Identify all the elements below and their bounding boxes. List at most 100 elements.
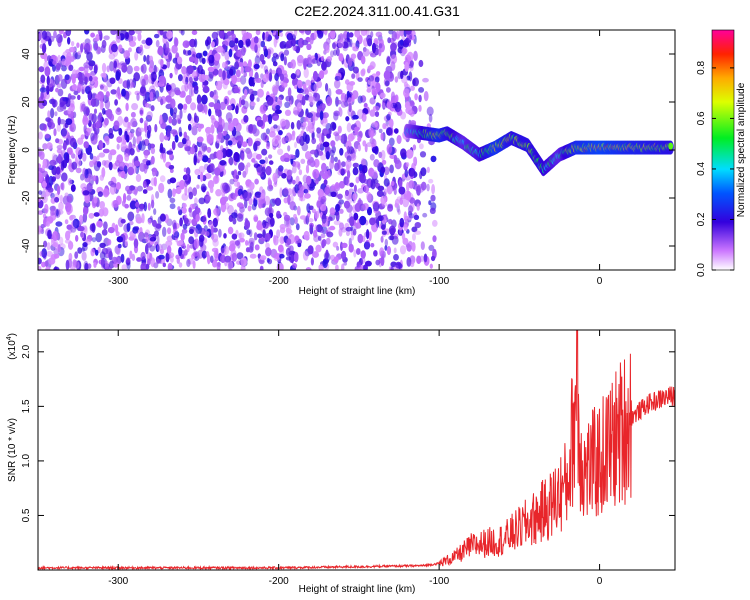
spectrogram-cell: [352, 193, 357, 201]
spectrogram-cell: [236, 252, 244, 260]
spectrogram-cell: [142, 189, 148, 194]
spectrogram-cell: [250, 101, 256, 107]
spectrogram-cell: [226, 31, 233, 36]
spectrogram-cell: [279, 227, 286, 234]
spectrogram-cell: [52, 231, 59, 241]
spectrogram-cell: [368, 75, 375, 82]
spectrogram-cell: [419, 143, 424, 150]
spectrogram-cell: [159, 213, 166, 222]
spectrogram-cell: [57, 153, 62, 165]
spectrogram-cell: [77, 50, 82, 56]
spectrogram-cell: [363, 102, 368, 108]
spectrogram-cell: [125, 102, 129, 112]
spectrogram-cell: [432, 235, 437, 243]
spectrogram-cell: [284, 109, 292, 117]
spectrogram-cell: [149, 143, 155, 149]
spectrogram-cell: [414, 93, 418, 101]
spectrogram-cell: [227, 260, 234, 270]
spectrogram-cell: [188, 191, 194, 200]
spectrogram-cell: [70, 184, 76, 192]
spectrogram-cell: [191, 71, 198, 78]
spectrogram-cell: [45, 221, 51, 227]
spectrogram-cell: [329, 159, 334, 170]
spectrogram-cell: [349, 182, 354, 188]
spectrogram-cell: [260, 40, 266, 48]
spectrogram-cell: [259, 104, 267, 115]
spectrogram-cell: [428, 200, 432, 206]
spectrogram-cell: [280, 53, 285, 62]
spectrogram-cell: [165, 95, 172, 103]
spectrogram-cell: [70, 41, 75, 47]
spectrogram-cell: [58, 201, 64, 211]
spectrogram-cell: [304, 30, 312, 36]
spectrogram-cell: [235, 69, 241, 78]
spectrogram-cell: [224, 98, 228, 105]
spectrogram-cell: [256, 88, 264, 98]
spectrogram-cell: [77, 94, 81, 100]
spectrogram-cell: [158, 75, 166, 84]
spectrogram-cell: [68, 64, 74, 72]
spectrogram-cell: [65, 202, 72, 213]
spectrogram-cell: [202, 50, 208, 57]
spectrogram-cell: [186, 258, 191, 268]
spectrogram-cell: [214, 167, 221, 176]
spectrogram-cell: [184, 144, 189, 152]
spectrogram-cell: [366, 142, 373, 148]
spectrogram-x-axis: -300 -200 -100 0: [108, 30, 603, 287]
spectrogram-cell: [200, 171, 204, 182]
spectrogram-cell: [303, 61, 307, 70]
spectrogram-cell: [177, 141, 184, 149]
spectrogram-cell: [273, 114, 279, 120]
spectrogram-cell: [143, 149, 151, 156]
spectrogram-cell: [355, 176, 360, 184]
spectrogram-cell: [383, 178, 390, 187]
spectrogram-cell: [59, 243, 66, 250]
spectrogram-cell: [285, 132, 292, 142]
spectrogram-cell: [40, 91, 44, 100]
spectrogram-cell: [51, 99, 58, 108]
spectrogram-cell: [83, 141, 89, 149]
spectrogram-cell: [91, 113, 97, 123]
spectrogram-cell: [276, 210, 281, 219]
spectrogram-cell: [193, 155, 197, 166]
spectrogram-cell: [409, 197, 415, 204]
spectrogram-cell: [268, 160, 274, 165]
spectrogram-cell: [144, 91, 151, 102]
spectrogram-cell: [426, 106, 434, 116]
spectrogram-cell: [235, 77, 242, 83]
spectrogram-cell: [377, 215, 384, 222]
spectrogram-cell: [357, 144, 361, 152]
spectrogram-cell: [248, 197, 253, 206]
spectrogram-cell: [275, 105, 281, 110]
spectrogram-cell: [384, 213, 388, 223]
spectrogram-cell: [245, 38, 251, 47]
spectrogram-cell: [325, 237, 331, 245]
spectrogram-cell: [393, 154, 398, 164]
spectrogram-cell: [194, 115, 200, 124]
spectrogram-cell: [269, 131, 276, 138]
spectrogram-cell: [136, 92, 140, 102]
spectrogram-cell: [369, 217, 376, 226]
spectrogram-cell: [201, 94, 208, 105]
spectrogram-cell: [192, 187, 197, 197]
spectrogram-cell: [223, 245, 230, 255]
spectrogram-cell: [319, 103, 326, 110]
spectrogram-cell: [313, 83, 319, 92]
spectrogram-cell: [339, 148, 344, 156]
spectrogram-cell: [325, 45, 330, 53]
spectrogram-cell: [125, 91, 130, 101]
spectrogram-cell: [199, 227, 206, 236]
spectrogram-cell: [265, 247, 272, 257]
spectrogram-cell: [428, 113, 433, 123]
spectrogram-cell: [207, 180, 215, 189]
spectrogram-cell: [237, 50, 242, 58]
y-tick-label: -40: [21, 238, 32, 253]
spectrogram-cell: [243, 191, 250, 202]
spectrogram-cell: [432, 219, 438, 227]
spectrogram-cell: [329, 207, 336, 216]
spectrogram-cell: [366, 191, 372, 202]
spectrogram-cell: [299, 215, 307, 220]
spectrogram-cell: [80, 231, 84, 238]
spectrogram-cell: [386, 185, 393, 195]
spectrogram-cell: [315, 244, 322, 253]
